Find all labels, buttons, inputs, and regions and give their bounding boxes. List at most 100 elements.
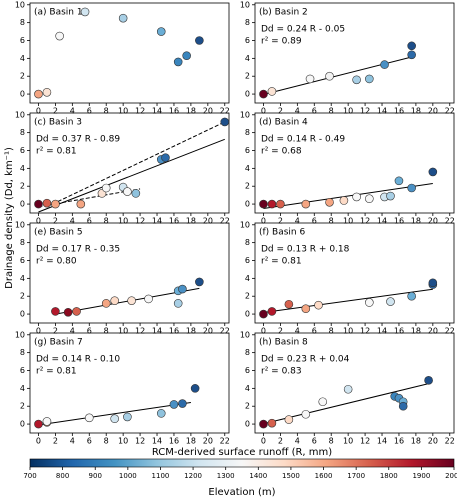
x-tick-label: 16 <box>169 327 179 336</box>
data-point <box>352 192 361 202</box>
panel-title: (a) Basin 1 <box>34 8 83 18</box>
r-squared: r² = 0.80 <box>36 257 77 267</box>
x-tick-label: 10 <box>343 437 353 446</box>
colorbar-tick-label: 800 <box>56 472 69 480</box>
data-point <box>118 13 128 23</box>
y-axis-label: Drainage density (Dd, km⁻¹) <box>4 147 15 289</box>
x-tick-label: 6 <box>87 327 92 336</box>
x-tick-label: 10 <box>343 107 353 116</box>
y-tick-label: 6 <box>20 146 25 155</box>
colorbar-tick-label: 1200 <box>184 472 202 480</box>
data-point <box>386 297 395 306</box>
x-tick-label: 22 <box>220 107 230 116</box>
x-tick-label: 12 <box>135 437 145 446</box>
y-tick-label: 6 <box>245 146 250 155</box>
x-tick-label: 8 <box>329 107 334 116</box>
y-tick-label: 2 <box>20 402 25 411</box>
data-point <box>63 307 73 317</box>
data-point <box>220 117 230 127</box>
y-tick-label: 2 <box>245 292 250 301</box>
x-tick-label: 10 <box>118 327 128 336</box>
data-point <box>123 412 132 422</box>
x-tick-label: 18 <box>411 437 421 446</box>
y-tick-label: 4 <box>245 384 250 393</box>
data-point <box>127 296 136 305</box>
data-point <box>195 277 204 287</box>
y-tick-label: 0 <box>20 420 25 429</box>
data-point <box>101 183 111 193</box>
data-point <box>156 27 166 36</box>
data-point <box>72 307 81 316</box>
x-tick-label: 2 <box>278 107 283 116</box>
r-squared: r² = 0.68 <box>261 147 302 157</box>
data-point <box>34 419 43 429</box>
y-tick-label: 10 <box>240 110 250 119</box>
data-point <box>407 50 416 60</box>
data-point <box>178 284 187 294</box>
x-tick-label: 8 <box>329 437 334 446</box>
data-point <box>267 199 277 209</box>
data-point <box>339 196 349 205</box>
colorbar-tick-label: 2000 <box>445 472 457 480</box>
y-tick-label: 2 <box>20 72 25 81</box>
y-tick-label: 6 <box>245 36 250 45</box>
x-tick-label: 6 <box>312 107 317 116</box>
fit-line <box>46 121 225 208</box>
plot-frame <box>29 112 230 214</box>
plot-frame <box>254 332 455 434</box>
r-squared: r² = 0.81 <box>36 147 77 157</box>
x-tick-label: 2 <box>53 217 58 226</box>
x-tick-label: 16 <box>394 437 404 446</box>
y-tick-label: 4 <box>245 54 250 63</box>
data-point <box>76 199 86 209</box>
y-tick-label: 4 <box>245 274 250 283</box>
plot-frame <box>29 222 230 324</box>
y-tick-label: 2 <box>245 72 250 81</box>
x-tick-label: 12 <box>135 107 145 116</box>
x-tick-label: 6 <box>312 437 317 446</box>
data-point <box>428 278 438 288</box>
x-tick-label: 0 <box>261 437 266 446</box>
x-tick-label: 16 <box>169 107 179 116</box>
x-tick-label: 4 <box>295 437 300 446</box>
data-point <box>178 399 187 408</box>
x-tick-label: 16 <box>394 327 404 336</box>
x-tick-label: 6 <box>87 107 92 116</box>
y-tick-label: 10 <box>15 220 25 229</box>
r-squared: r² = 0.81 <box>261 257 302 267</box>
data-point <box>195 36 204 45</box>
data-point <box>42 87 52 97</box>
colorbar-tick-label: 1300 <box>217 472 235 480</box>
equation: Dd = 0.13 R + 0.18 <box>261 245 350 255</box>
data-point <box>407 291 416 301</box>
x-tick-label: 0 <box>36 107 41 116</box>
equation: Dd = 0.24 R - 0.05 <box>261 25 345 35</box>
y-tick-label: 2 <box>245 182 250 191</box>
y-tick-label: 8 <box>20 128 25 137</box>
x-tick-label: 16 <box>394 107 404 116</box>
y-tick-label: 0 <box>245 90 250 99</box>
data-point <box>318 397 328 407</box>
data-point <box>110 296 119 305</box>
x-tick-label: 22 <box>445 327 455 336</box>
data-point <box>407 41 416 51</box>
panel-title: (c) Basin 3 <box>34 118 82 128</box>
data-point <box>131 189 141 198</box>
data-point <box>190 384 200 393</box>
x-tick-label: 10 <box>343 217 353 226</box>
data-point <box>284 415 294 424</box>
y-tick-label: 6 <box>20 256 25 265</box>
data-point <box>365 74 374 84</box>
y-tick-label: 10 <box>240 0 250 9</box>
y-tick-label: 6 <box>20 36 25 45</box>
x-tick-label: 18 <box>411 217 421 226</box>
fit-line <box>38 138 225 213</box>
y-tick-label: 0 <box>20 200 25 209</box>
plot-frame <box>254 222 455 324</box>
x-tick-label: 8 <box>104 437 109 446</box>
x-tick-label: 8 <box>104 327 109 336</box>
y-tick-label: 6 <box>245 366 250 375</box>
colorbar <box>29 458 455 468</box>
colorbar-label: Elevation (m) <box>208 487 275 498</box>
data-point <box>156 409 166 418</box>
